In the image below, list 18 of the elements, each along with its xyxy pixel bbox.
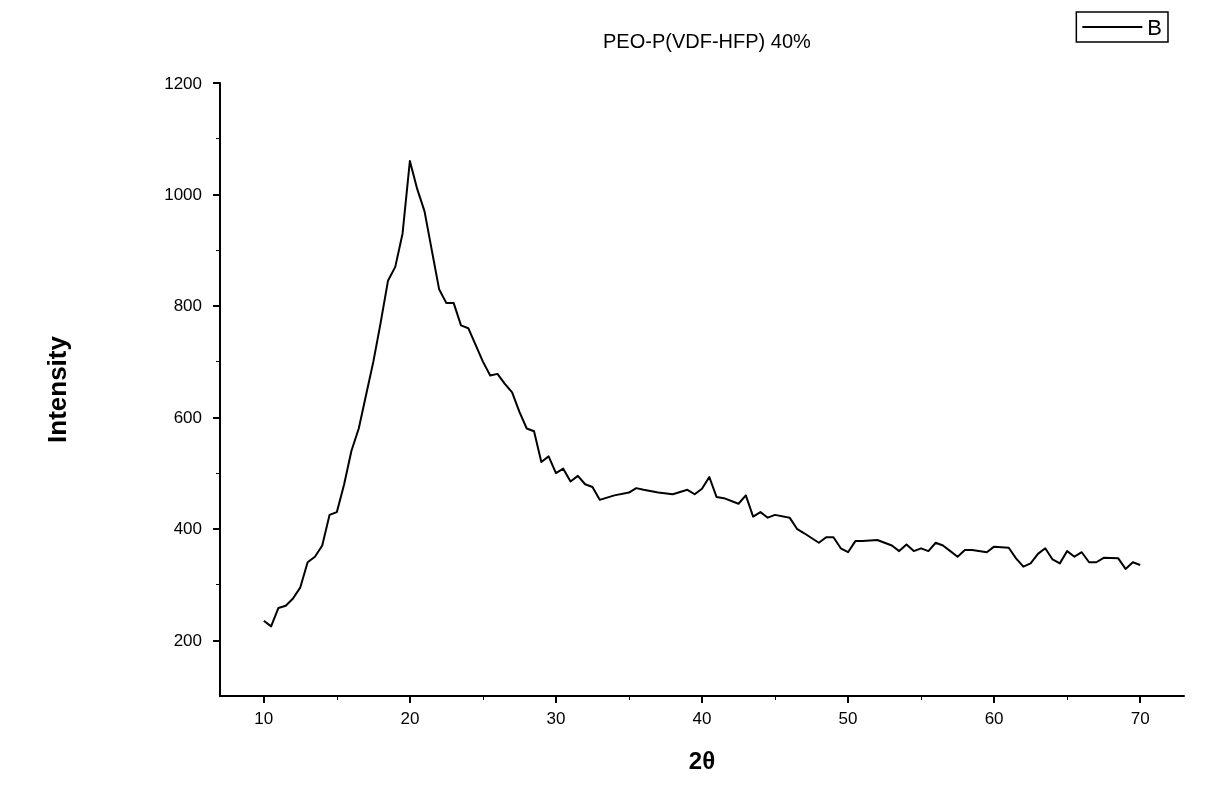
y-tick-label: 1200: [164, 73, 202, 93]
x-tick-label: 50: [838, 709, 858, 728]
x-axis-title: 2θ: [688, 746, 716, 774]
y-axis-title: Intensity: [42, 335, 72, 443]
x-tick-label: 60: [984, 709, 1004, 728]
x-tick-label: 40: [692, 709, 712, 728]
x-tick-label: 20: [400, 709, 420, 728]
y-tick-label: 400: [173, 519, 202, 539]
line-series: [262, 160, 1142, 628]
x-tick-label: 10: [254, 709, 274, 728]
y-tick-label: 800: [173, 296, 202, 316]
y-tick-label: 600: [173, 407, 202, 427]
x-tick-label: 70: [1130, 709, 1150, 728]
y-tick-label: 200: [173, 630, 202, 650]
x-tick-label: 30: [546, 709, 566, 728]
chart-title: PEO-P(VDF-HFP) 40%: [603, 30, 812, 52]
y-tick-label: 1000: [164, 184, 202, 204]
legend-label: B: [1147, 14, 1163, 40]
